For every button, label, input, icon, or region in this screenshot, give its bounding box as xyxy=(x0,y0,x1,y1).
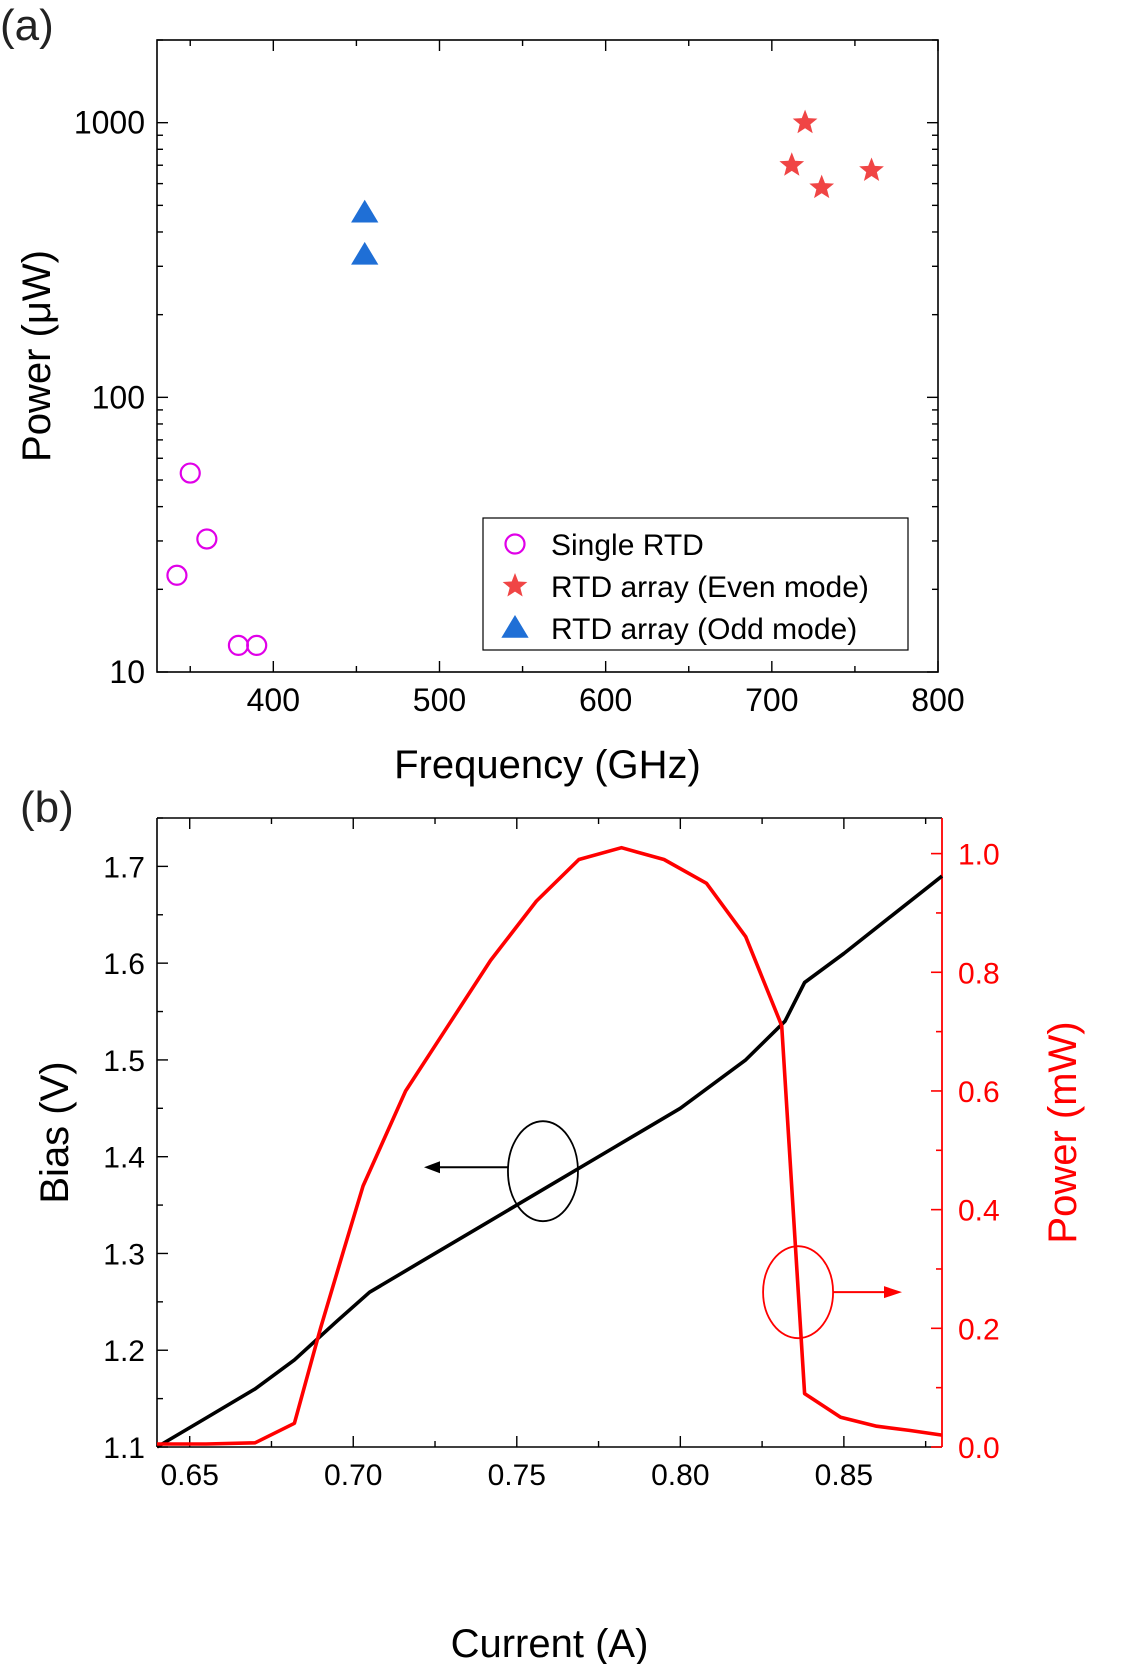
plot-frame-a xyxy=(156,39,939,673)
y-axis-label-right: Power (mW) xyxy=(1041,1021,1085,1243)
y-tick-label-left: 1.2 xyxy=(103,1335,145,1368)
y-tick-label: 100 xyxy=(92,379,145,415)
legend-marker xyxy=(504,533,526,555)
x-tick-label: 400 xyxy=(247,682,300,718)
y-tick-label-left: 1.5 xyxy=(103,1045,145,1078)
x-axis-label-b: Current (A) xyxy=(451,1622,649,1664)
y-tick-label-right: 1.0 xyxy=(958,839,1000,872)
data-point xyxy=(809,174,835,199)
data-point xyxy=(859,157,884,181)
y-tick-label-left: 1.6 xyxy=(103,948,145,981)
x-tick-label: 600 xyxy=(579,682,632,718)
y-tick-label: 1000 xyxy=(74,105,145,141)
y-tick-label-left: 1.7 xyxy=(103,851,145,884)
legend-label: Single RTD xyxy=(551,529,704,562)
x-tick-label: 0.85 xyxy=(815,1459,873,1492)
x-tick-label: 500 xyxy=(413,682,466,718)
x-tick-label: 0.70 xyxy=(324,1459,382,1492)
panel-b: (b) 0.65 0.70 0.75 0.80 0.85 1.1 1.2 1.3 1.4 1.5 1.… xyxy=(20,783,1085,1664)
legend-marker xyxy=(502,573,528,597)
legend-marker xyxy=(501,615,529,638)
x-tick-label: 0.75 xyxy=(488,1459,546,1492)
legend-label: RTD array (Even mode) xyxy=(551,571,869,604)
y-tick-label-right: 0.2 xyxy=(958,1313,1000,1346)
y-axis-label-left: Bias (V) xyxy=(33,1061,77,1203)
y-tick-label-left: 1.3 xyxy=(103,1238,145,1271)
y-tick-label-left: 1.4 xyxy=(103,1142,145,1175)
panel-a: (a) 400 500 600 700 800 10 100 1000 Frequency (GH… xyxy=(0,1,965,787)
panel-label-b: (b) xyxy=(20,783,74,832)
legend-label: RTD array (Odd mode) xyxy=(551,613,857,646)
right-axis-arrowhead xyxy=(884,1286,902,1299)
x-tick-label: 0.65 xyxy=(161,1459,219,1492)
data-point xyxy=(792,109,818,134)
y-tick-label: 10 xyxy=(109,654,145,690)
data-point xyxy=(179,462,201,484)
data-point xyxy=(351,241,379,265)
left-axis-arrowhead xyxy=(424,1161,440,1174)
data-point xyxy=(246,634,268,656)
series-line-bias xyxy=(156,874,944,1449)
y-tick-label-right: 0.4 xyxy=(958,1195,1000,1228)
data-point xyxy=(779,152,805,176)
x-tick-label: 0.80 xyxy=(651,1459,709,1492)
data-point xyxy=(196,528,218,550)
legend-box xyxy=(482,517,909,651)
y-tick-label-right: 0.6 xyxy=(958,1076,1000,1109)
series-line-power xyxy=(157,845,943,1446)
x-tick-label: 700 xyxy=(745,682,798,718)
x-tick-label: 800 xyxy=(911,682,964,718)
data-point xyxy=(227,634,250,656)
y-tick-label-right: 0.0 xyxy=(958,1432,1000,1465)
data-point xyxy=(351,199,379,223)
panel-label-a: (a) xyxy=(0,1,54,50)
y-tick-label-right: 0.8 xyxy=(958,957,1000,990)
y-tick-label-left: 1.1 xyxy=(103,1432,145,1465)
x-axis-label-a: Frequency (GHz) xyxy=(394,743,701,787)
data-point xyxy=(166,564,188,586)
y-axis-label-a: Power (μW) xyxy=(15,250,59,462)
bias-curve-marker-ellipse xyxy=(507,1120,579,1223)
